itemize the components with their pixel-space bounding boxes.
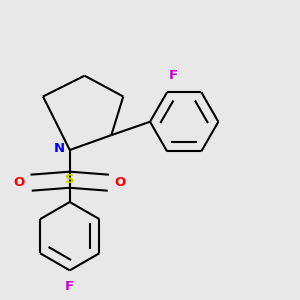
Text: O: O — [115, 176, 126, 189]
Text: F: F — [65, 280, 74, 293]
Text: F: F — [169, 69, 178, 82]
Text: O: O — [14, 176, 25, 189]
Text: N: N — [54, 142, 65, 155]
Text: S: S — [65, 173, 75, 186]
